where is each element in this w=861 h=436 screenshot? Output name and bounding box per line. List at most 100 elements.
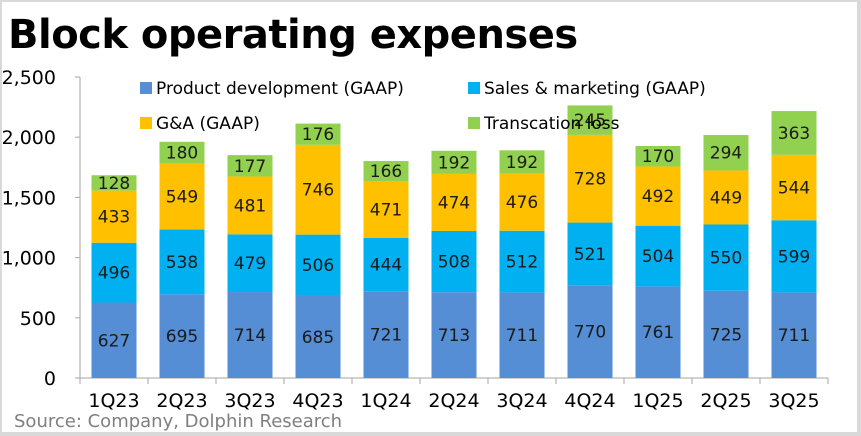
data-label: 711 bbox=[506, 326, 538, 346]
data-label: 474 bbox=[438, 193, 470, 213]
bar-segment-product-development-gaap bbox=[363, 291, 409, 378]
data-label: 746 bbox=[302, 181, 334, 201]
bar-segment-sales-marketing-gaap bbox=[431, 230, 477, 293]
bar-segment-sales-marketing-gaap bbox=[635, 225, 681, 287]
bar-segment-g-a-gaap bbox=[91, 190, 137, 243]
bar-segment-transcation-loss bbox=[635, 145, 681, 167]
x-tick-label: 2Q23 bbox=[156, 390, 207, 412]
x-tick-label: 4Q24 bbox=[564, 390, 615, 412]
data-label: 538 bbox=[166, 253, 198, 273]
bar-segment-transcation-loss bbox=[499, 150, 545, 174]
legend-swatch bbox=[468, 117, 480, 129]
chart-title: Block operating expenses bbox=[8, 12, 578, 58]
legend-swatch bbox=[468, 82, 480, 94]
x-tick-label: 1Q24 bbox=[360, 390, 411, 412]
legend-label: Sales & marketing (GAAP) bbox=[484, 79, 706, 99]
data-label: 176 bbox=[302, 125, 334, 145]
bar-segment-sales-marketing-gaap bbox=[771, 220, 817, 293]
data-label: 544 bbox=[778, 179, 810, 199]
bar-segment-product-development-gaap bbox=[91, 302, 137, 378]
data-label: 166 bbox=[370, 162, 402, 182]
data-label: 433 bbox=[98, 208, 130, 228]
bar-segment-sales-marketing-gaap bbox=[159, 229, 205, 295]
data-label: 471 bbox=[370, 200, 402, 220]
legend-label: Product development (GAAP) bbox=[156, 79, 404, 99]
data-label: 177 bbox=[234, 157, 266, 177]
data-label: 550 bbox=[710, 249, 742, 269]
bar-segment-sales-marketing-gaap bbox=[703, 224, 749, 291]
bar-segment-g-a-gaap bbox=[499, 173, 545, 231]
bar-segment-product-development-gaap bbox=[771, 292, 817, 378]
bar-segment-transcation-loss bbox=[431, 150, 477, 174]
data-label: 599 bbox=[778, 247, 810, 267]
bar-segment-product-development-gaap bbox=[635, 286, 681, 378]
bar-segment-product-development-gaap bbox=[227, 292, 273, 378]
x-tick-label: 3Q25 bbox=[768, 390, 819, 412]
data-label: 761 bbox=[642, 323, 674, 343]
data-label: 180 bbox=[166, 144, 198, 164]
bar-segment-transcation-loss bbox=[363, 161, 409, 182]
data-label: 711 bbox=[778, 326, 810, 346]
data-label: 725 bbox=[710, 325, 742, 345]
y-tick-label: 1,000 bbox=[2, 248, 56, 270]
data-label: 521 bbox=[574, 245, 606, 265]
data-label: 170 bbox=[642, 147, 674, 167]
bar-segment-sales-marketing-gaap bbox=[91, 242, 137, 303]
bar-segment-transcation-loss bbox=[227, 155, 273, 177]
bar-segment-sales-marketing-gaap bbox=[567, 222, 613, 286]
bar-segment-transcation-loss bbox=[567, 105, 613, 135]
data-label: 721 bbox=[370, 326, 402, 346]
source-note: Source: Company, Dolphin Research bbox=[14, 411, 343, 432]
bar-segment-g-a-gaap bbox=[635, 166, 681, 226]
x-tick-label: 1Q25 bbox=[632, 390, 683, 412]
data-label: 770 bbox=[574, 323, 606, 343]
data-label: 549 bbox=[166, 187, 198, 207]
data-label: 627 bbox=[98, 331, 130, 351]
data-label: 506 bbox=[302, 256, 334, 276]
data-label: 192 bbox=[506, 153, 538, 173]
bar-segment-transcation-loss bbox=[159, 141, 205, 164]
x-tick-label: 2Q25 bbox=[700, 390, 751, 412]
data-label: 481 bbox=[234, 196, 266, 216]
data-label: 192 bbox=[438, 153, 470, 173]
bar-segment-g-a-gaap bbox=[703, 170, 749, 225]
data-label: 444 bbox=[370, 255, 402, 275]
x-tick-label: 3Q23 bbox=[224, 390, 275, 412]
data-label: 479 bbox=[234, 254, 266, 274]
x-tick-label: 2Q24 bbox=[428, 390, 479, 412]
y-tick-label: 500 bbox=[20, 308, 56, 330]
bar-segment-g-a-gaap bbox=[159, 163, 205, 230]
legend-label: G&A (GAAP) bbox=[156, 114, 260, 134]
bar-segment-transcation-loss bbox=[771, 111, 817, 155]
bar-segment-sales-marketing-gaap bbox=[295, 234, 341, 296]
data-label: 714 bbox=[234, 326, 266, 346]
x-tick-label: 3Q24 bbox=[496, 390, 547, 412]
bar-segment-transcation-loss bbox=[91, 175, 137, 191]
data-label: 695 bbox=[166, 327, 198, 347]
x-tick-label: 1Q23 bbox=[88, 390, 139, 412]
bar-segment-product-development-gaap bbox=[703, 290, 749, 378]
data-label: 363 bbox=[778, 124, 810, 144]
bar-segment-g-a-gaap bbox=[771, 154, 817, 221]
data-label: 713 bbox=[438, 326, 470, 346]
bar-segment-product-development-gaap bbox=[159, 294, 205, 378]
data-label: 512 bbox=[506, 253, 538, 273]
bar-segment-g-a-gaap bbox=[227, 176, 273, 235]
data-label: 685 bbox=[302, 328, 334, 348]
data-label: 128 bbox=[98, 174, 130, 194]
x-tick-label: 4Q23 bbox=[292, 390, 343, 412]
data-label: 492 bbox=[642, 187, 674, 207]
data-label: 476 bbox=[506, 193, 538, 213]
bar-segment-sales-marketing-gaap bbox=[227, 234, 273, 293]
data-label: 449 bbox=[710, 188, 742, 208]
bar-segment-g-a-gaap bbox=[363, 181, 409, 238]
legend-swatch bbox=[140, 117, 152, 129]
legend-swatch bbox=[140, 82, 152, 94]
data-label: 294 bbox=[710, 144, 742, 164]
y-tick-label: 0 bbox=[44, 368, 56, 390]
bar-segment-g-a-gaap bbox=[431, 173, 477, 231]
bar-segment-transcation-loss bbox=[703, 135, 749, 171]
bar-segment-g-a-gaap bbox=[567, 134, 613, 223]
bar-segment-product-development-gaap bbox=[295, 295, 341, 378]
